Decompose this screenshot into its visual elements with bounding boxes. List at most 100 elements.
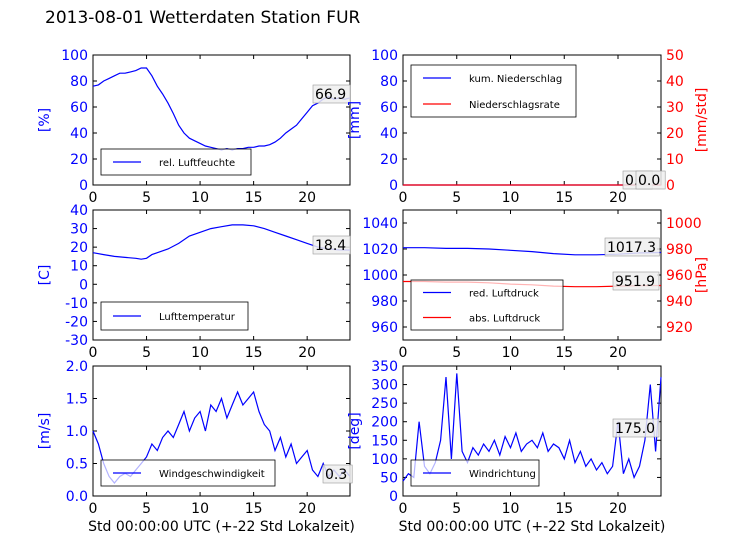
chart-panel-humidity: 0 5 10 15 20 0 20 40 60 80 100 [%] rel. Luftfeuchte 6… [37,48,351,206]
y-tick-label: 1.0 [66,424,88,440]
y-tick-label: 40 [380,126,398,142]
y2-tick-label: 940 [666,294,693,310]
annotation-value: 175.0 [615,421,655,437]
y-tick-label: 1020 [362,242,398,258]
x-tick-label: 0 [399,501,408,517]
y-tick-label: 40 [70,203,88,219]
y-tick-label: -30 [65,333,88,349]
y2-tick-label: 50 [666,48,684,64]
y-tick-label: 0.5 [66,457,88,473]
x-axis-label: Std 00:00:00 UTC (+-22 Std Lokalzeit) [399,519,666,535]
y-tick-label: 150 [371,433,398,449]
y-tick-label: 40 [70,126,88,142]
legend: Lufttemperatur [100,301,249,331]
x-tick-label: 5 [142,501,151,517]
x-tick-label: 15 [555,501,573,517]
y-tick-label: 30 [70,222,88,238]
y-tick-label: 1000 [362,268,398,284]
legend: rel. Luftfeuchte [100,148,252,176]
annotation-value: 1017.3 [607,240,656,256]
y-tick-label: 100 [61,48,88,64]
y-tick-label: 200 [371,415,398,431]
y-tick-label: 0 [389,489,398,505]
y-tick-label: 20 [380,152,398,168]
series-line-temperature-0 [92,224,351,260]
y-tick-label: 250 [371,396,398,412]
chart-panel-temperature: 0 5 10 15 20 -30 -20 -10 0 10 20 30 40 [C] Lufttempera… [37,203,351,361]
annotation-box [612,271,660,291]
x-tick-label: 20 [609,190,627,206]
y2-tick-label: 20 [666,126,684,142]
plot-frame [402,365,662,497]
x-tick-label: 0 [89,501,98,517]
y-tick-label: 0 [389,178,398,194]
x-tick-label: 5 [452,190,461,206]
annotation-value: 951.9 [615,274,655,290]
plot-frame [92,209,351,341]
y2-tick-label: 30 [666,100,684,116]
y-tick-label: 80 [380,74,398,90]
x-tick-label: 20 [609,501,627,517]
annotation-value: 66.9 [315,87,346,103]
annotation-box [612,418,660,438]
legend-label: Lufttemperatur [159,312,236,323]
x-tick-label: 10 [191,190,209,206]
y-tick-label: 350 [371,359,398,375]
legend-label: red. Luftdruck [469,289,539,300]
figure-title: 2013-08-01 Wetterdaten Station FUR [45,8,361,28]
y-tick-label: -10 [65,296,88,312]
y2-tick-label: 0 [666,178,675,194]
y-tick-label: 0.0 [66,489,88,505]
legend-label: rel. Luftfeuchte [159,158,235,169]
x-tick-label: 15 [245,190,263,206]
y-tick-label: 80 [70,74,88,90]
legend-box [410,279,564,331]
x-tick-label: 15 [245,501,263,517]
x-tick-label: 15 [555,190,573,206]
y2-axis-label: [hPa] [694,257,710,293]
y-axis-label: [%] [37,108,53,132]
legend-label: abs. Luftdruck [469,314,540,325]
y-tick-label: -20 [65,314,88,330]
y-tick-label: 2.0 [66,359,88,375]
annotation-box [312,235,351,255]
x-tick-label: 5 [142,345,151,361]
legend-label: Niederschlagsrate [469,100,560,111]
y2-tick-label: 960 [666,268,693,284]
legend-label: Windgeschwindigkeit [159,469,265,480]
y-tick-label: 50 [380,470,398,486]
y2-tick-label: 10 [666,152,684,168]
annotation-value: 18.4 [315,238,346,254]
y-tick-label: 980 [371,294,398,310]
y-tick-label: 960 [371,320,398,336]
y-axis-label: [m/s] [37,413,53,450]
x-tick-label: 0 [89,345,98,361]
x-tick-label: 5 [142,190,151,206]
annotation-value: 0.3 [325,467,347,483]
y-tick-label: 1.5 [66,392,88,408]
y2-tick-label: 920 [666,320,693,336]
y-tick-label: 0 [79,277,88,293]
x-tick-label: 0 [89,190,98,206]
series-line-humidity-0 [92,67,351,151]
legend-label: Windrichtung [469,469,536,480]
annotation-box [312,84,351,104]
annotation-value: 0.0 [638,173,660,189]
annotation-box [322,464,353,484]
y2-tick-label: 1000 [666,216,702,232]
x-tick-label: 15 [555,345,573,361]
plot-frame [92,54,351,186]
y-axis-label: [C] [37,265,53,286]
x-tick-label: 20 [298,501,316,517]
x-tick-label: 20 [298,190,316,206]
x-tick-label: 5 [452,345,461,361]
annotation-box [604,237,660,257]
annotation-box [635,170,666,190]
y2-axis-label: [mm/std] [694,88,710,153]
y-tick-label: 60 [380,100,398,116]
x-tick-label: 10 [502,501,520,517]
x-tick-label: 0 [399,345,408,361]
y2-tick-label: 40 [666,74,684,90]
